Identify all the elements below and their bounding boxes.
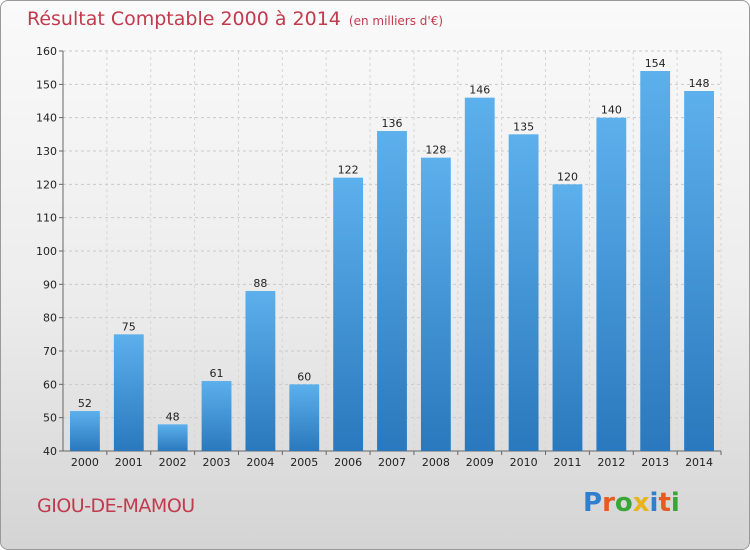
bar-2006 bbox=[333, 177, 364, 451]
x-tick-label: 2010 bbox=[510, 456, 538, 469]
bar-2010 bbox=[508, 134, 539, 452]
x-tick-label: 2012 bbox=[597, 456, 625, 469]
bar-2009 bbox=[464, 97, 495, 452]
bar-2004 bbox=[245, 291, 276, 451]
bar-2002 bbox=[157, 424, 188, 451]
data-label: 75 bbox=[122, 320, 136, 333]
x-tick-label: 2011 bbox=[553, 456, 581, 469]
y-tick-label: 50 bbox=[43, 412, 57, 425]
y-tick-label: 140 bbox=[36, 112, 57, 125]
logo-letter: r bbox=[602, 488, 615, 518]
bar-2014 bbox=[684, 91, 714, 451]
x-tick-label: 2003 bbox=[203, 456, 231, 469]
x-tick-label: 2001 bbox=[115, 456, 143, 469]
y-tick-label: 120 bbox=[36, 178, 57, 191]
labels: 52 2000 75 2001 48 2002 61 2003 88 2004 60 2005 122 2… bbox=[71, 57, 713, 469]
x-tick-label: 2013 bbox=[641, 456, 669, 469]
logo-letter: i bbox=[649, 488, 659, 518]
logo-letter: t bbox=[658, 488, 671, 518]
bar-2012 bbox=[596, 117, 627, 452]
data-label: 120 bbox=[557, 170, 578, 183]
logo-letter: i bbox=[670, 488, 680, 518]
data-label: 122 bbox=[338, 164, 359, 177]
chart-title: Résultat Comptable 2000 à 2014 (en millie… bbox=[27, 8, 443, 30]
bar-2013 bbox=[640, 71, 671, 451]
title-unit: (en milliers d'€) bbox=[348, 14, 444, 28]
logo-letter: x bbox=[632, 488, 650, 518]
bar-2000 bbox=[70, 411, 100, 451]
y-tick-label: 80 bbox=[43, 312, 57, 325]
x-tick-label: 2005 bbox=[290, 456, 318, 469]
data-label: 48 bbox=[166, 410, 180, 423]
bar-2005 bbox=[289, 384, 320, 451]
logo-letter: o bbox=[614, 488, 633, 518]
x-tick-label: 2000 bbox=[71, 456, 99, 469]
data-label: 88 bbox=[253, 277, 267, 290]
x-tick-label: 2006 bbox=[334, 456, 362, 469]
bar-2011 bbox=[552, 184, 583, 452]
data-label: 146 bbox=[469, 84, 490, 97]
data-label: 135 bbox=[513, 120, 534, 133]
y-tick-label: 130 bbox=[36, 145, 57, 158]
x-tick-label: 2008 bbox=[422, 456, 450, 469]
y-tick-label: 110 bbox=[36, 212, 57, 225]
proxiti-logo: Proxiti bbox=[583, 488, 680, 518]
data-label: 128 bbox=[425, 144, 446, 157]
bar-2001 bbox=[113, 334, 144, 451]
y-tick-label: 100 bbox=[36, 245, 57, 258]
x-tick-label: 2007 bbox=[378, 456, 406, 469]
y-tick-label: 70 bbox=[43, 345, 57, 358]
data-label: 60 bbox=[297, 370, 311, 383]
bar-2007 bbox=[377, 131, 407, 451]
data-label: 61 bbox=[210, 367, 224, 380]
title-text: Résultat Comptable 2000 à 2014 bbox=[27, 8, 341, 30]
bar-2003 bbox=[201, 381, 232, 451]
x-tick-label: 2002 bbox=[159, 456, 187, 469]
data-label: 136 bbox=[382, 117, 403, 130]
x-tick-label: 2004 bbox=[246, 456, 274, 469]
y-tick-label: 90 bbox=[43, 278, 57, 291]
bar-2008 bbox=[420, 157, 451, 451]
logo-letter: P bbox=[583, 488, 603, 518]
data-label: 154 bbox=[645, 57, 666, 70]
y-tick-label: 160 bbox=[36, 45, 57, 58]
bars bbox=[70, 71, 714, 452]
x-tick-label: 2009 bbox=[466, 456, 494, 469]
town-name: GIOU-DE-MAMOU bbox=[37, 495, 195, 517]
y-tick-label: 40 bbox=[43, 445, 57, 458]
y-tick-label: 60 bbox=[43, 378, 57, 391]
data-label: 140 bbox=[601, 104, 622, 117]
data-label: 52 bbox=[78, 397, 92, 410]
x-tick-label: 2014 bbox=[685, 456, 713, 469]
data-label: 148 bbox=[689, 77, 710, 90]
y-tick-label: 150 bbox=[36, 78, 57, 91]
